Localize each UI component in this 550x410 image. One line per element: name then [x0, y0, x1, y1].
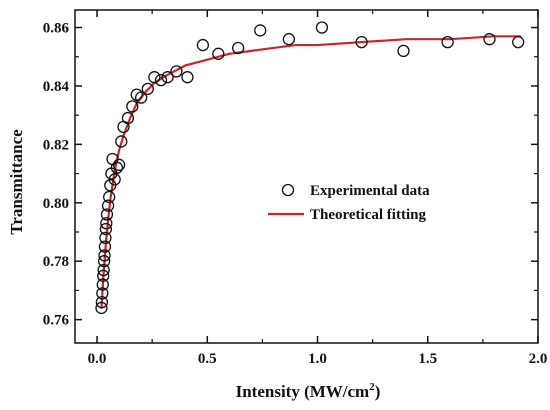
- data-point: [441, 35, 454, 49]
- data-point: [98, 240, 112, 253]
- data-point: [97, 255, 111, 268]
- data-point: [512, 35, 525, 49]
- x-tick-label: 0.5: [198, 351, 217, 367]
- x-axis: 0.0 0.5 1.0 1.5 2.0: [88, 10, 548, 367]
- data-point: [148, 71, 161, 84]
- data-point: [96, 278, 109, 291]
- data-point: [212, 47, 225, 60]
- legend-label-experimental-data: Experimental data: [310, 183, 430, 199]
- y-tick-label: 0.82: [43, 137, 69, 153]
- y-axis: 0.76 0.78 0.80 0.82 0.84 0.86: [43, 21, 538, 329]
- x-axis-title-main: Intensity (MW/cm: [236, 382, 370, 401]
- data-point: [110, 161, 124, 174]
- data-point: [103, 190, 116, 204]
- data-point: [99, 222, 113, 236]
- y-tick-label: 0.80: [43, 196, 69, 212]
- data-point: [161, 71, 174, 84]
- data-point: [355, 35, 368, 49]
- data-point: [99, 231, 112, 244]
- y-tick-label: 0.86: [43, 21, 70, 37]
- data-point: [397, 44, 410, 58]
- data-point: [112, 158, 126, 171]
- data-point: [181, 71, 194, 84]
- data-point: [98, 249, 111, 262]
- data-point: [108, 173, 121, 186]
- data-point: [134, 91, 148, 104]
- plot-frame: [74, 9, 539, 344]
- data-point: [170, 65, 183, 78]
- x-tick-label: 2.0: [529, 351, 548, 367]
- data-point: [97, 263, 110, 277]
- data-point: [483, 33, 496, 46]
- legend-marker-experimental-data: [281, 183, 295, 197]
- data-point: [96, 287, 109, 300]
- data-point: [101, 199, 115, 212]
- data-point: [97, 269, 110, 282]
- data-point: [95, 301, 108, 315]
- x-tick-label: 1.0: [308, 351, 327, 367]
- data-point: [100, 208, 114, 221]
- x-tick-label: 0.0: [88, 351, 107, 367]
- x-axis-title-superscript: 2: [369, 381, 375, 393]
- y-axis-title: Transmittance: [7, 129, 26, 235]
- data-point: [196, 38, 210, 52]
- data-point: [115, 135, 128, 148]
- legend: Experimental data Theoretical fitting: [268, 183, 430, 223]
- data-point: [95, 295, 109, 309]
- legend-label-theoretical-fitting: Theoretical fitting: [310, 207, 426, 223]
- data-point: [315, 21, 329, 34]
- y-tick-label: 0.76: [43, 313, 70, 329]
- x-tick-label: 1.5: [418, 351, 437, 367]
- y-tick-label: 0.78: [43, 254, 69, 270]
- data-point: [141, 82, 154, 96]
- x-axis-title: Intensity (MW/cm2): [236, 381, 381, 401]
- x-axis-title-suffix: ): [375, 382, 381, 401]
- data-point: [121, 111, 135, 125]
- data-point: [282, 33, 296, 46]
- data-point: [126, 100, 139, 113]
- series-layer: [95, 21, 525, 315]
- plot-area: [74, 9, 539, 344]
- data-point: [154, 73, 168, 87]
- data-point: [232, 41, 245, 55]
- y-tick-label: 0.84: [43, 79, 70, 95]
- data-point: [100, 217, 113, 230]
- data-point: [254, 24, 267, 37]
- series-line-theoretical-fitting: [100, 35, 522, 310]
